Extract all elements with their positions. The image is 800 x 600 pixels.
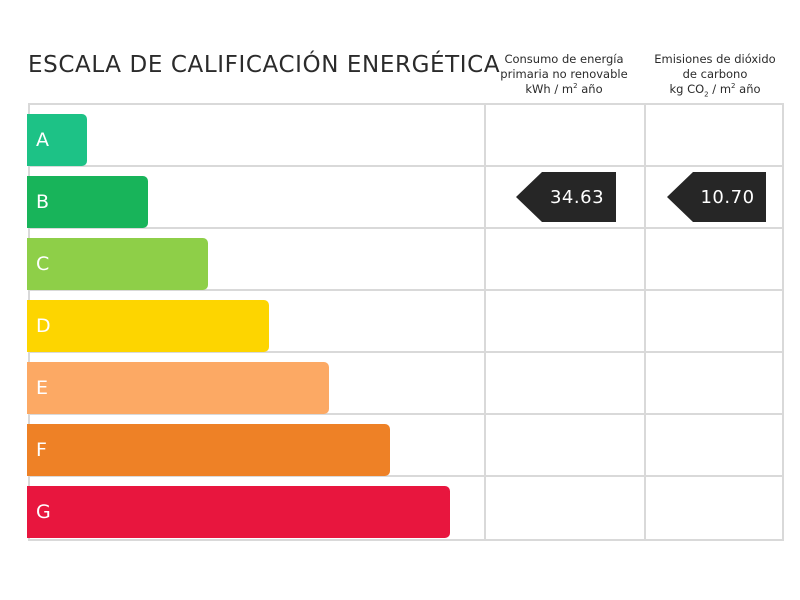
consumo-value: 34.63 (549, 186, 605, 208)
consumo-value-arrow: 34.63 (516, 172, 616, 222)
rating-bar-a: A (27, 114, 87, 166)
rating-letter: A (36, 129, 49, 151)
rating-letter: F (36, 439, 47, 461)
rating-bar-d: D (27, 300, 269, 352)
emisiones-header-line2: de carbono (682, 67, 748, 81)
rating-bar-b: B (27, 176, 148, 228)
consumo-header-unit: kWh / m2 año (525, 82, 603, 96)
column-header-consumo: Consumo de energía primaria no renovable… (486, 52, 642, 97)
rating-bar-g: G (27, 486, 450, 538)
grid-line (28, 289, 784, 291)
grid-line (484, 103, 486, 541)
grid-line (28, 165, 784, 167)
grid-line (28, 539, 784, 541)
emisiones-header-line1: Emisiones de dióxido (654, 52, 776, 66)
grid-line (644, 103, 646, 541)
column-header-emisiones: Emisiones de dióxido de carbono kg CO2 /… (646, 52, 784, 99)
consumo-header-line2: primaria no renovable (500, 67, 628, 81)
scale-title: ESCALA DE CALIFICACIÓN ENERGÉTICA (28, 52, 501, 78)
grid-line (28, 227, 784, 229)
rating-letter: D (36, 315, 51, 337)
grid-line (28, 475, 784, 477)
rating-letter: G (36, 501, 51, 523)
grid-line (28, 413, 784, 415)
grid-line (28, 351, 784, 353)
consumo-header-line1: Consumo de energía (504, 52, 624, 66)
rating-letter: B (36, 191, 50, 213)
emisiones-header-unit: kg CO2 / m2 año (669, 82, 761, 99)
rating-grid (28, 103, 784, 541)
rating-letter: E (36, 377, 49, 399)
rating-bar-c: C (27, 238, 208, 290)
rating-letter: C (36, 253, 50, 275)
emisiones-value: 10.70 (700, 186, 755, 208)
rating-bar-e: E (27, 362, 329, 414)
grid-line (28, 103, 784, 105)
grid-line (782, 103, 784, 541)
rating-bar-f: F (27, 424, 390, 476)
